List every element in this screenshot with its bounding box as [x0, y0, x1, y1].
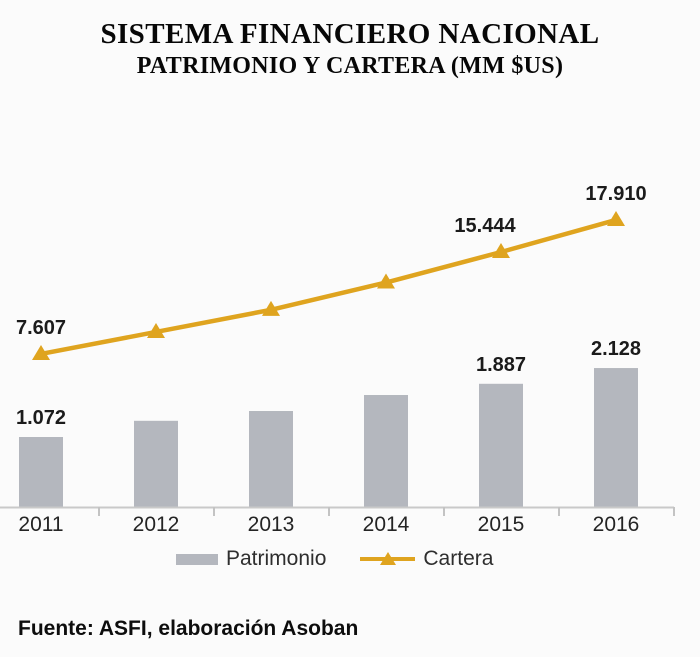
- line-marker-2011: [32, 344, 50, 360]
- bar-2013: [249, 411, 293, 507]
- patrimonio-swatch-icon: [176, 553, 218, 565]
- x-tick-label-2014: 2014: [363, 513, 410, 536]
- line-marker-2014: [377, 273, 395, 289]
- cartera-line-icon: [360, 551, 416, 565]
- legend-item-cartera: Cartera: [360, 547, 493, 571]
- bar-2014: [364, 395, 408, 507]
- x-tick-label-2011: 2011: [18, 513, 63, 536]
- bar-2016: [594, 368, 638, 507]
- line-label-2011: 7.607: [16, 317, 66, 339]
- bar-2015: [479, 383, 523, 507]
- x-tick-label-2015: 2015: [478, 513, 525, 536]
- x-tick-label-2016: 2016: [593, 513, 640, 536]
- chart-subtitle: PATRIMONIO Y CARTERA (MM $US): [136, 53, 564, 79]
- chart-title: SISTEMA FINANCIERO NACIONAL: [100, 18, 600, 50]
- line-marker-2015: [492, 243, 510, 259]
- bar-label-2016: 2.128: [591, 338, 641, 360]
- source-note: Fuente: ASFI, elaboración Asoban: [18, 617, 359, 640]
- line-marker-2016: [607, 210, 625, 226]
- cartera-triangle-marker-icon: [379, 551, 396, 565]
- x-tick-label-2013: 2013: [248, 513, 295, 536]
- line-label-2015: 15.444: [454, 215, 516, 237]
- x-tick-label-2012: 2012: [133, 513, 180, 536]
- chart-canvas: 1.072 1.887 2.128 7.607 15.444 17.910 2011 2012…: [0, 183, 675, 536]
- line-label-2016: 17.910: [585, 183, 646, 205]
- bar-label-2011: 1.072: [16, 407, 66, 429]
- legend-label-patrimonio: Patrimonio: [226, 547, 327, 570]
- bar-2011: [19, 437, 63, 507]
- cartera-line: [38, 217, 619, 357]
- chart-legend: Patrimonio Cartera: [176, 547, 493, 571]
- bar-label-2015: 1.887: [476, 354, 526, 376]
- bar-2012: [134, 420, 178, 507]
- legend-label-cartera: Cartera: [423, 547, 494, 570]
- line-marker-2012: [147, 322, 165, 338]
- chart-header: SISTEMA FINANCIERO NACIONAL PATRIMONIO Y…: [0, 0, 700, 80]
- line-marker-2013: [262, 300, 280, 316]
- legend-item-patrimonio: Patrimonio: [176, 547, 326, 571]
